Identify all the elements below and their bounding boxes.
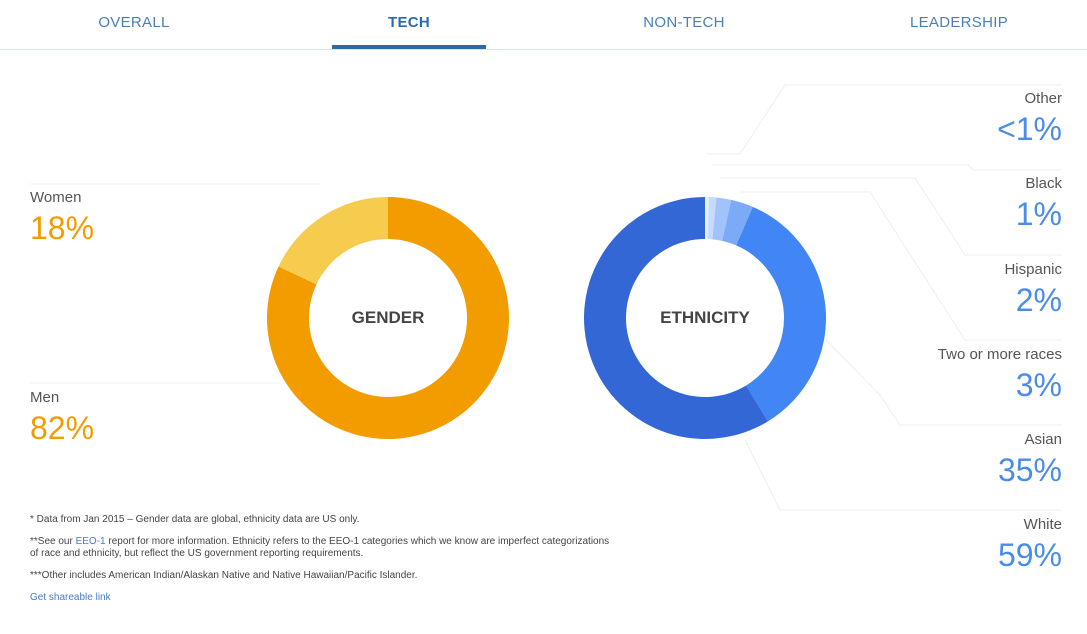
hispanic-label: Hispanic bbox=[1004, 261, 1062, 278]
slice-hispanic bbox=[712, 197, 732, 241]
tab-leadership[interactable]: LEADERSHIP bbox=[909, 14, 1009, 31]
two-or-more-value: 3% bbox=[1015, 367, 1062, 403]
asian-label: Asian bbox=[1024, 431, 1062, 448]
white-value: 59% bbox=[997, 537, 1062, 573]
slice-men bbox=[267, 197, 509, 439]
women-label: Women bbox=[30, 189, 82, 206]
tab-bar: OVERALL TECH NON-TECH LEADERSHIP bbox=[0, 0, 1087, 50]
tab-tech[interactable]: TECH bbox=[387, 14, 431, 31]
note-2-post: report for more information. Ethnicity r… bbox=[30, 536, 610, 559]
slice-white bbox=[584, 197, 768, 439]
slice-asian bbox=[736, 206, 826, 422]
men-label: Men bbox=[30, 389, 60, 406]
slice-women bbox=[278, 197, 388, 285]
gender-chart-title: GENDER bbox=[351, 308, 425, 327]
note-1: * Data from Jan 2015 – Gender data are g… bbox=[30, 514, 360, 525]
hispanic-value: 2% bbox=[1015, 282, 1062, 318]
other-value: <1% bbox=[997, 111, 1062, 147]
active-tab-indicator bbox=[332, 45, 486, 49]
eeo1-link[interactable]: EEO-1 bbox=[75, 536, 106, 547]
tab-non-tech[interactable]: NON-TECH bbox=[643, 14, 725, 31]
slice-other bbox=[705, 197, 709, 240]
shareable-link[interactable]: Get shareable link bbox=[30, 592, 111, 603]
women-value: 18% bbox=[30, 210, 95, 246]
note-3: ***Other includes American Indian/Alaska… bbox=[30, 570, 418, 581]
footnotes: * Data from Jan 2015 – Gender data are g… bbox=[30, 514, 610, 614]
ethnicity-chart-title: ETHNICITY bbox=[660, 308, 750, 327]
slice-two-or-more-races bbox=[722, 199, 753, 246]
white-label: White bbox=[1023, 516, 1062, 533]
men-value: 82% bbox=[30, 410, 95, 446]
black-value: 1% bbox=[1015, 196, 1062, 232]
note-2: **See our EEO-1 report for more informat… bbox=[30, 536, 610, 560]
tab-overall[interactable]: OVERALL bbox=[98, 14, 170, 31]
leader-lines bbox=[30, 84, 1062, 511]
asian-value: 35% bbox=[997, 452, 1062, 488]
black-label: Black bbox=[1025, 175, 1062, 192]
note-2-pre: **See our bbox=[30, 536, 76, 547]
slice-black bbox=[707, 197, 717, 240]
other-label: Other bbox=[1024, 90, 1062, 107]
two-or-more-label: Two or more races bbox=[937, 346, 1062, 363]
